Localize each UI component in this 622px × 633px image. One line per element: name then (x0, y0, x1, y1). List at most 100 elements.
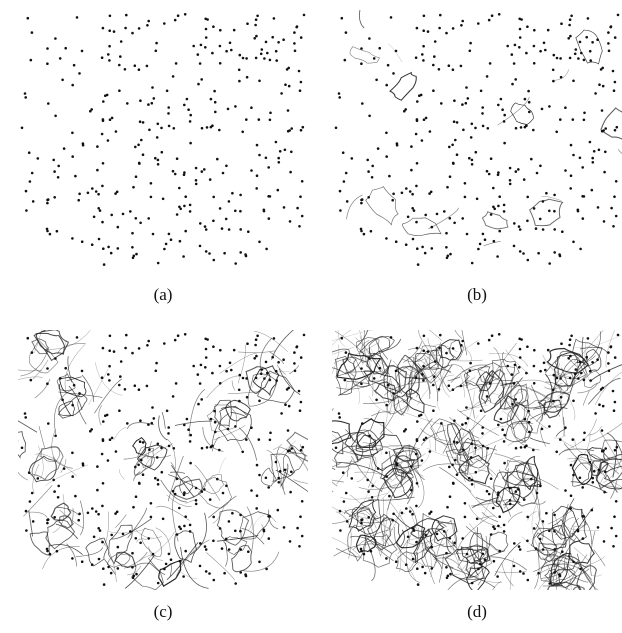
dot (167, 106, 170, 109)
fiber-strand (394, 553, 417, 581)
fiber-strand (208, 495, 237, 519)
dot (340, 336, 344, 340)
dot (116, 247, 120, 250)
dot (596, 206, 600, 209)
dot (542, 41, 546, 45)
dot (188, 203, 192, 207)
dot (572, 473, 575, 477)
fiber-strand (488, 353, 529, 367)
dot (463, 502, 467, 505)
dot (527, 100, 531, 104)
fiber-strand (478, 371, 494, 392)
cell-loop (394, 444, 420, 475)
dot (465, 406, 468, 409)
dot (290, 150, 293, 154)
fiber-strand (436, 521, 447, 528)
fiber-strand (465, 526, 490, 546)
dot (571, 118, 575, 121)
dot (588, 460, 592, 464)
fiber-strand (509, 558, 514, 590)
dot (135, 572, 138, 576)
dot (468, 49, 472, 53)
dot (46, 382, 49, 385)
dot (299, 80, 303, 84)
fiber-strand (420, 429, 446, 446)
dot (238, 399, 241, 403)
fiber-strand (408, 505, 426, 549)
cell-loop (553, 554, 580, 571)
dot (485, 395, 489, 398)
fiber-strand (174, 420, 213, 426)
dot (272, 337, 276, 340)
dot (97, 557, 101, 561)
cell-loop (504, 459, 534, 482)
fiber-strand (383, 381, 428, 396)
dot (208, 178, 212, 181)
dot (80, 49, 84, 53)
dot (234, 209, 237, 213)
dot (564, 426, 567, 429)
dot (26, 16, 30, 20)
dot (200, 446, 204, 450)
dot (498, 195, 501, 198)
dot (23, 412, 27, 415)
dot (169, 238, 173, 241)
dot (389, 16, 393, 19)
dot (343, 58, 347, 62)
dot (234, 425, 237, 428)
fiber-strand (332, 490, 334, 493)
dot (508, 179, 512, 182)
dot (126, 422, 129, 425)
dot (20, 126, 24, 130)
dot (464, 421, 468, 425)
dot (46, 62, 49, 65)
dot (416, 247, 419, 250)
dot (218, 527, 222, 530)
fiber-strand (280, 463, 289, 487)
dot (465, 552, 469, 556)
fiber-strand (538, 511, 545, 525)
cell-loop (18, 431, 27, 459)
dot (432, 89, 435, 92)
dot (108, 438, 112, 441)
dot (466, 417, 470, 420)
fiber-strand (507, 439, 527, 446)
fiber-strand (449, 546, 459, 559)
cell-loop (503, 383, 528, 410)
fiber-strand (38, 445, 44, 479)
dot (234, 262, 237, 265)
fiber-strand (355, 337, 384, 372)
fiber-strand (219, 456, 227, 473)
dot (411, 527, 414, 530)
dot (156, 581, 160, 585)
dot (514, 126, 518, 130)
dot (301, 445, 305, 449)
dot (137, 347, 141, 350)
dot (30, 491, 34, 495)
dot (237, 388, 241, 392)
fiber-strand (572, 370, 581, 380)
dot (421, 565, 424, 569)
dot (98, 529, 102, 532)
cell-loop (575, 29, 603, 65)
dot (485, 489, 489, 493)
dot (225, 484, 228, 488)
fiber-strand (587, 377, 621, 405)
dot (360, 382, 363, 385)
fiber-strand (456, 409, 499, 436)
dot (601, 66, 604, 70)
dot (114, 450, 118, 453)
fiber-strand (336, 467, 351, 485)
cell-loop (520, 399, 546, 434)
dot (560, 22, 563, 25)
dot (78, 392, 81, 395)
dot (411, 512, 414, 516)
fiber-strand (336, 548, 361, 558)
dot (422, 14, 426, 18)
dot (53, 490, 56, 493)
fiber-strand (561, 367, 568, 392)
dot (424, 436, 428, 440)
cell-loop (57, 393, 88, 419)
dot (522, 178, 526, 181)
dot (121, 532, 125, 536)
